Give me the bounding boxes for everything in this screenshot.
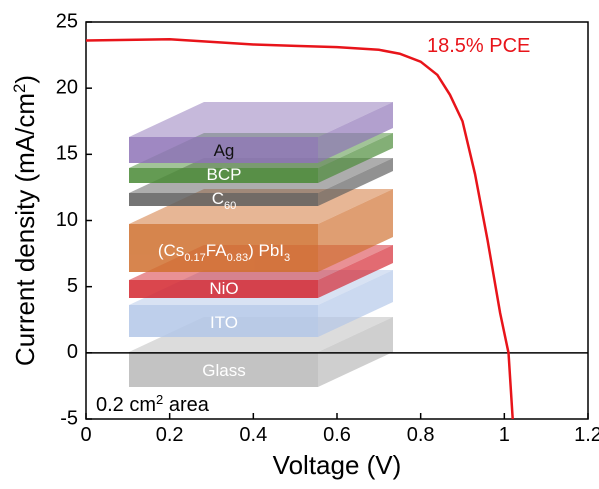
layer-label-sub: 0.17 xyxy=(184,252,206,264)
area-label-text: 0.2 cm xyxy=(96,394,156,416)
x-tick-label: 1.2 xyxy=(574,424,599,446)
layer-label-text: ITO xyxy=(210,313,238,332)
area-label: 0.2 cm2 area xyxy=(96,392,210,417)
layer-label-text: FA xyxy=(206,241,227,260)
y-tick-label: -5 xyxy=(60,407,78,429)
layer-label-sub: 0.83 xyxy=(227,252,249,264)
layer-label-text: NiO xyxy=(209,279,238,298)
layer-label-text: Glass xyxy=(202,361,245,380)
y-axis-label: Current density (mA/cm2) xyxy=(10,75,41,366)
layer-label-text: ) PbI xyxy=(248,241,284,260)
chart: Glass ITO NiO (Cs0.17FA0.83) PbI3 C60 BCP Ag 0… xyxy=(0,0,599,484)
layer-label: BCP xyxy=(207,165,242,184)
layer-label: Glass xyxy=(202,361,245,380)
layer-label-text: C xyxy=(212,189,224,208)
device-stack: Glass ITO NiO (Cs0.17FA0.83) PbI3 C60 BCP Ag xyxy=(129,102,393,387)
y-tick-label: 5 xyxy=(67,275,78,297)
area-label-text: area xyxy=(163,394,209,416)
x-tick-label: 0 xyxy=(80,424,91,446)
layer-label: ITO xyxy=(210,313,238,332)
y-axis-label-text: Current density (mA/cm xyxy=(10,93,40,366)
y-tick-label: 10 xyxy=(56,209,78,231)
y-tick-label: 25 xyxy=(56,10,78,32)
layer-label-text: BCP xyxy=(207,165,242,184)
x-tick-label: 0.8 xyxy=(407,424,435,446)
y-tick-label: 0 xyxy=(67,341,78,363)
layer-label-sub: 60 xyxy=(224,200,236,212)
legend-annotation: 18.5% PCE xyxy=(427,35,530,57)
x-tick-label: 0.2 xyxy=(156,424,184,446)
x-tick-label: 0.6 xyxy=(323,424,351,446)
layer-label-text: Ag xyxy=(214,141,235,160)
layer-label: Ag xyxy=(214,141,235,160)
layer-label-text: (Cs xyxy=(158,241,184,260)
x-tick-label: 0.4 xyxy=(239,424,267,446)
layer-label: NiO xyxy=(209,279,238,298)
y-axis-label-text: ) xyxy=(10,75,40,84)
x-tick-label: 1 xyxy=(499,424,510,446)
y-tick-label: 20 xyxy=(56,76,78,98)
layer-label-sub: 3 xyxy=(284,252,290,264)
y-axis-label-super: 2 xyxy=(10,84,29,93)
y-tick-label: 15 xyxy=(56,143,78,165)
area-label-super: 2 xyxy=(156,392,163,407)
x-axis-label: Voltage (V) xyxy=(273,450,402,480)
